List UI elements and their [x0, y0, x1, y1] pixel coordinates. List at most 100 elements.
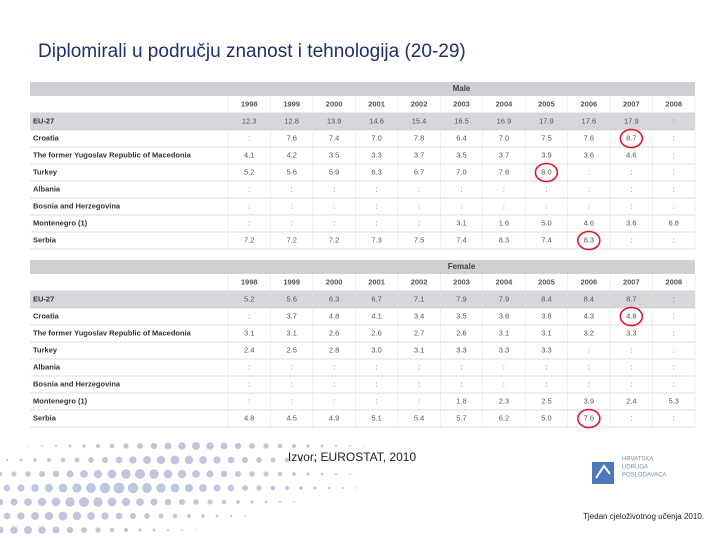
cell: :	[673, 167, 675, 176]
dot	[72, 511, 82, 521]
cell: 3.6	[584, 150, 594, 159]
cell: :	[248, 184, 250, 193]
cell: 8.3	[584, 235, 594, 244]
dot	[74, 457, 80, 463]
dot	[123, 527, 129, 533]
dot	[306, 444, 310, 448]
dot	[72, 483, 82, 493]
cell: :	[333, 396, 335, 405]
row-label: Bosnia and Herzegovina	[33, 379, 121, 388]
cell: :	[503, 201, 505, 210]
row-label: Turkey	[33, 345, 58, 354]
year-header: 2001	[368, 277, 385, 286]
logo-mark	[595, 464, 611, 479]
dot	[291, 443, 297, 449]
cell: 1.6	[499, 218, 509, 227]
cell: 3.5	[456, 150, 466, 159]
dot	[284, 457, 290, 463]
cell: 4.6	[626, 150, 636, 159]
cell: :	[588, 362, 590, 371]
dot	[363, 445, 365, 447]
dot	[52, 470, 60, 478]
dot	[270, 457, 276, 463]
cell: :	[248, 311, 250, 320]
cell: 4.8	[626, 311, 636, 320]
dot	[206, 470, 214, 478]
dot	[123, 443, 129, 449]
dot	[115, 512, 123, 520]
dot	[113, 482, 125, 494]
cell: 8.3	[499, 235, 509, 244]
dot	[33, 458, 37, 462]
dot	[207, 499, 213, 505]
dot	[178, 498, 186, 506]
dot	[152, 528, 156, 532]
dot	[320, 472, 324, 476]
row-label: Montenegro (1)	[33, 396, 88, 405]
cell: 7.2	[329, 235, 339, 244]
dot	[41, 445, 43, 447]
dot	[81, 527, 87, 533]
dot	[227, 484, 235, 492]
logo-text: HRVATSKA	[622, 457, 653, 463]
cell: 6.4	[456, 133, 466, 142]
cell: 3.6	[499, 311, 509, 320]
dot	[220, 442, 228, 450]
cell: :	[630, 167, 632, 176]
cell: :	[460, 201, 462, 210]
dot	[293, 501, 295, 503]
cell: 3.5	[329, 150, 339, 159]
cell: :	[333, 218, 335, 227]
dot	[277, 443, 283, 449]
dot	[195, 529, 197, 531]
dot	[129, 456, 137, 464]
cell: 7.1	[414, 294, 424, 303]
dot	[156, 483, 166, 493]
highlight-circle	[619, 306, 644, 327]
cell: :	[418, 184, 420, 193]
dot	[349, 473, 351, 475]
cell: :	[333, 184, 335, 193]
dot	[121, 497, 131, 507]
cell: 4.8	[244, 413, 254, 422]
cell: 6.2	[499, 413, 509, 422]
cell: :	[291, 379, 293, 388]
cell: 2.6	[456, 328, 466, 337]
dot	[356, 459, 358, 461]
cell: 15.4	[412, 116, 427, 125]
cell: 13.9	[327, 116, 342, 125]
cell: 1.8	[456, 396, 466, 405]
cell: 5.0	[541, 218, 551, 227]
dot	[129, 512, 137, 520]
cell: 6.3	[371, 167, 381, 176]
cell: 7.5	[541, 133, 551, 142]
dot	[220, 470, 228, 478]
cell: 3.9	[584, 396, 594, 405]
cell: 7.2	[286, 235, 296, 244]
dot	[101, 512, 109, 520]
cell: 3.3	[499, 345, 509, 354]
cell: 5.2	[244, 167, 254, 176]
year-header: 1998	[241, 277, 258, 286]
cell: 7.0	[456, 167, 466, 176]
dot	[138, 528, 142, 532]
dot	[37, 497, 47, 507]
cell: :	[630, 413, 632, 422]
cell: :	[333, 201, 335, 210]
highlight-row	[30, 291, 695, 308]
dot	[341, 486, 345, 490]
dot	[25, 471, 31, 477]
cell: 2.4	[626, 396, 636, 405]
dot	[341, 458, 345, 462]
dot	[299, 486, 303, 490]
dot	[95, 443, 101, 449]
row-label: Croatia	[33, 133, 60, 142]
dot	[150, 498, 158, 506]
dot	[44, 511, 54, 521]
source: Izvor; EUROSTAT, 2010	[288, 450, 417, 464]
dot	[201, 514, 205, 518]
dot	[178, 442, 186, 450]
cell: :	[248, 201, 250, 210]
cell: 3.1	[456, 218, 466, 227]
cell: 5.1	[371, 413, 381, 422]
